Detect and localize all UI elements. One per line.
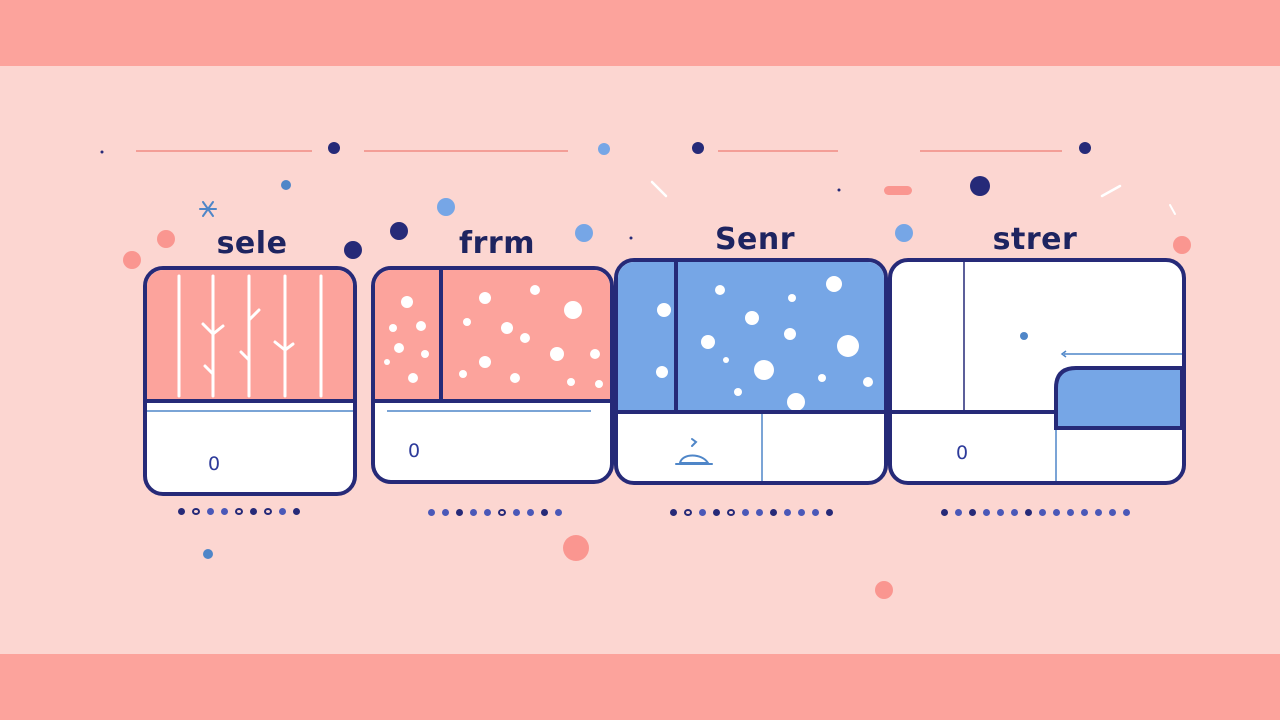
card-1-field-value: 0 xyxy=(208,453,221,475)
card-4-caption-dots xyxy=(941,509,1130,516)
card-4-illustration xyxy=(892,262,1182,481)
top-band xyxy=(0,0,1280,66)
card-1-title: sele xyxy=(216,226,288,261)
card-2[interactable]: 0 xyxy=(371,266,614,484)
card-4[interactable]: 0 xyxy=(888,258,1186,485)
card-3-title: Senr xyxy=(714,222,796,257)
card-1-caption-dots xyxy=(178,508,300,515)
card-1[interactable]: 0 xyxy=(143,266,357,496)
card-2-caption-dots xyxy=(428,509,562,516)
card-2-field-value: 0 xyxy=(408,440,421,462)
card-2-illustration xyxy=(375,270,610,412)
bottom-band xyxy=(0,654,1280,720)
card-3-hand-icon xyxy=(675,438,713,465)
card-4-field-value: 0 xyxy=(956,442,969,464)
card-1-illustration xyxy=(147,270,353,412)
card-3[interactable] xyxy=(614,258,888,485)
card-3-illustration xyxy=(618,262,884,481)
card-4-title: strer xyxy=(992,222,1078,257)
card-2-title: frrm xyxy=(459,226,535,261)
card-3-caption-dots xyxy=(670,509,833,516)
